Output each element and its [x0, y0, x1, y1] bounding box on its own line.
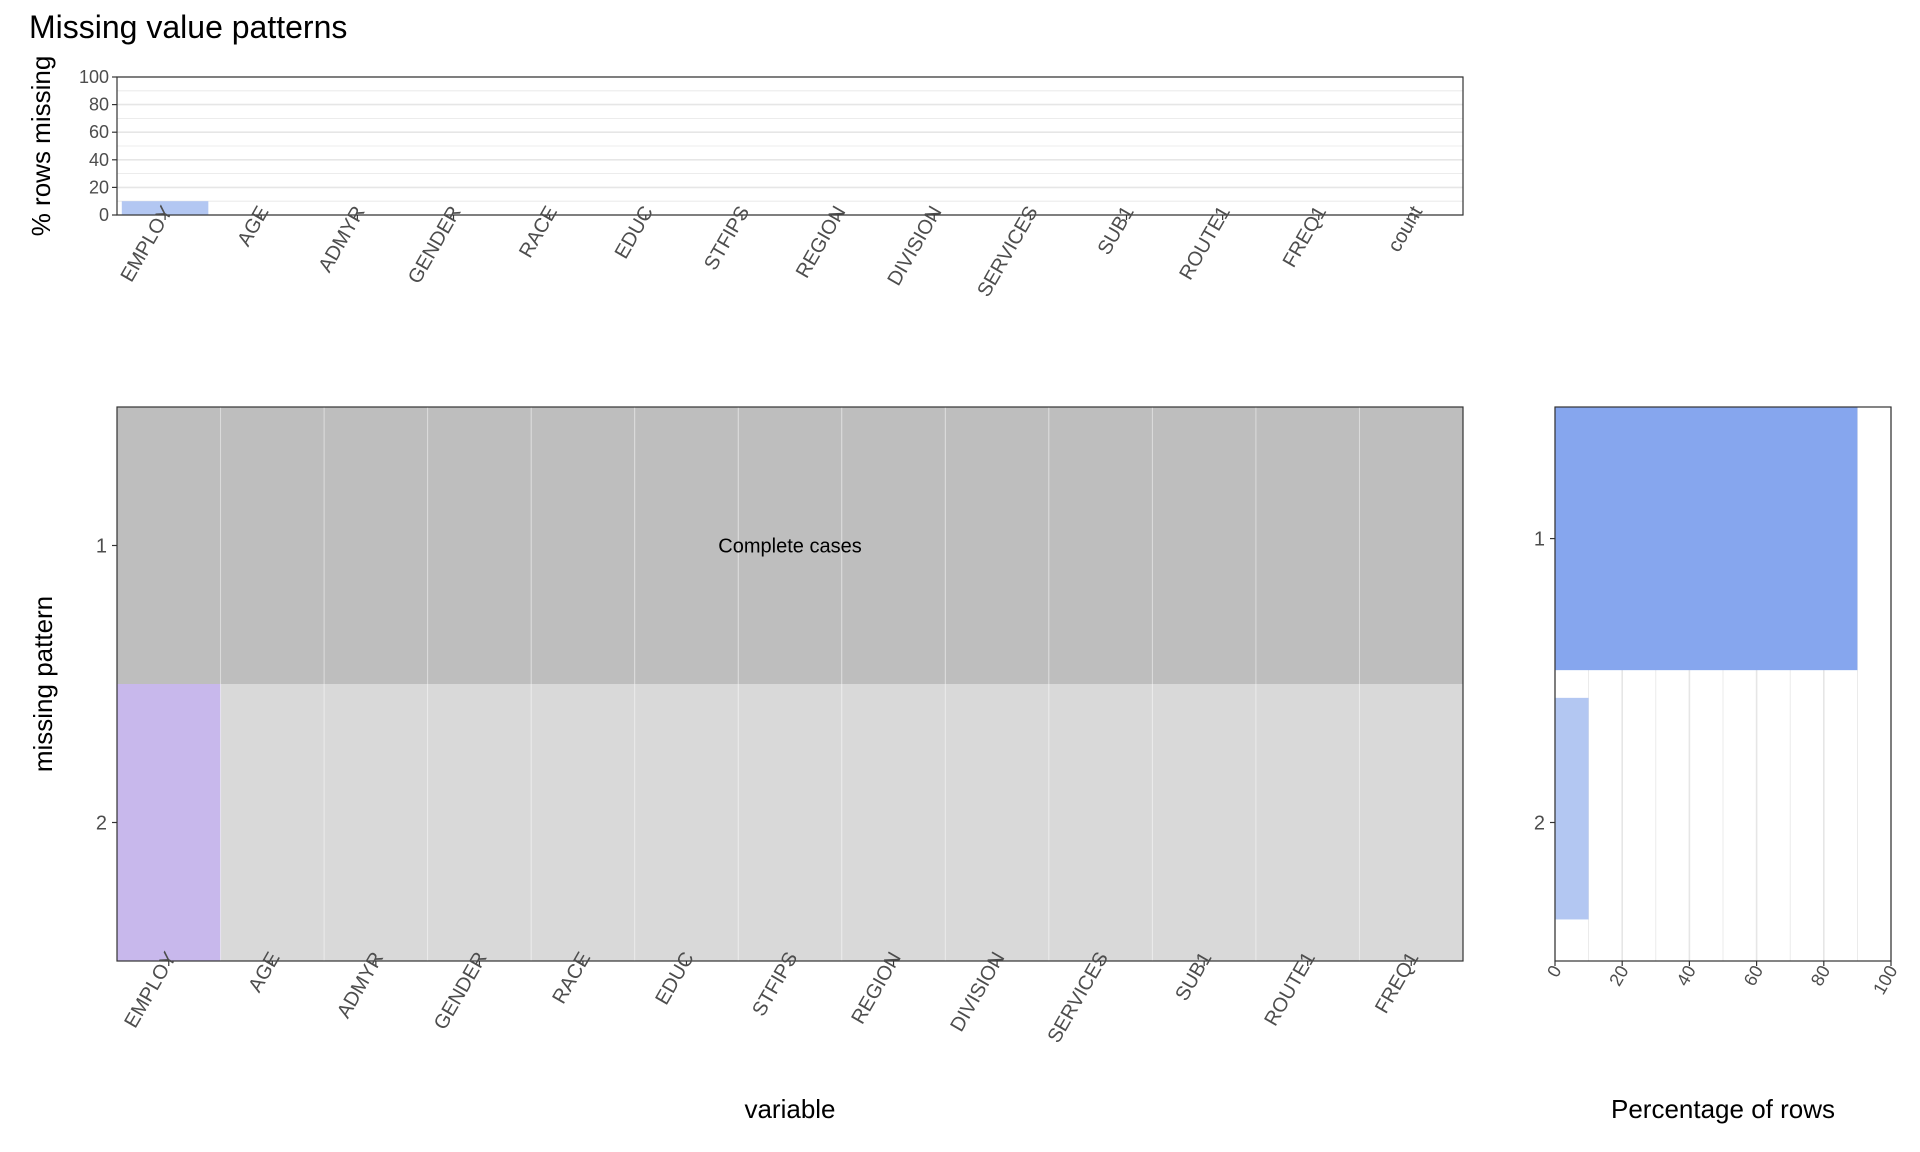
cell-2-stfips: [738, 684, 842, 961]
main-y-axis-title: missing pattern: [28, 596, 58, 772]
side-bar-pattern-2: [1555, 697, 1589, 920]
side-panel-border: [1554, 406, 1892, 962]
cell-2-race: [531, 684, 635, 961]
cell-1-region: [841, 407, 946, 684]
main-x-axis-title: variable: [744, 1094, 835, 1124]
cell-2-admyr: [324, 684, 428, 961]
side-x-tick-label: 100: [1869, 962, 1901, 998]
figure-title: Missing value patterns: [29, 9, 347, 45]
cell-1-age: [220, 407, 325, 684]
cell-1-services: [1048, 407, 1153, 684]
main-y-tick-label: 2: [96, 813, 107, 835]
side-x-tick-label: 20: [1605, 962, 1632, 989]
cell-2-gender: [427, 684, 532, 961]
cell-1-route1: [1255, 407, 1360, 684]
cell-1-stfips: [738, 407, 842, 684]
cell-2-employ: [117, 684, 221, 961]
cell-1-division: [945, 407, 1049, 684]
side-x-tick-label: 60: [1740, 962, 1767, 989]
side-x-axis-title: Percentage of rows: [1611, 1094, 1835, 1124]
side-x-tick-label: 0: [1543, 962, 1565, 981]
top-y-tick-label: 60: [89, 122, 109, 142]
top-y-tick-label: 40: [89, 150, 109, 170]
side-x-tick-label: 80: [1807, 962, 1834, 989]
top-x-tick-label: SERVICES: [973, 203, 1042, 301]
cell-2-division: [945, 684, 1049, 961]
main-x-tick-label: SERVICES: [1044, 949, 1113, 1047]
cell-2-services: [1048, 684, 1153, 961]
side-x-tick-label: 40: [1673, 962, 1700, 989]
top-y-tick-label: 80: [89, 95, 109, 115]
cell-1-race: [531, 407, 635, 684]
complete-cases-label: Complete cases: [718, 536, 861, 558]
top-bar-employ: [121, 201, 209, 215]
top-y-tick-label: 100: [79, 67, 109, 87]
cell-1-admyr: [324, 407, 428, 684]
cell-1-gender: [427, 407, 532, 684]
side-bar-pattern-1: [1555, 407, 1858, 671]
top-y-tick-label: 20: [89, 177, 109, 197]
cell-2-region: [841, 684, 946, 961]
top-panel-border: [116, 76, 1464, 216]
side-y-tick-label: 2: [1534, 813, 1545, 835]
top-y-axis-title: % rows missing: [26, 56, 56, 237]
cell-1-employ: [117, 407, 221, 684]
cell-2-route1: [1255, 684, 1360, 961]
cell-1-freq1: [1359, 407, 1463, 684]
cell-2-educ: [634, 684, 739, 961]
cell-1-educ: [634, 407, 739, 684]
cell-2-age: [220, 684, 325, 961]
side-y-tick-label: 1: [1534, 529, 1545, 551]
main-y-tick-label: 1: [96, 536, 107, 558]
top-y-tick-label: 0: [99, 205, 109, 225]
cell-2-freq1: [1359, 684, 1463, 961]
cell-1-sub1: [1152, 407, 1256, 684]
cell-2-sub1: [1152, 684, 1256, 961]
